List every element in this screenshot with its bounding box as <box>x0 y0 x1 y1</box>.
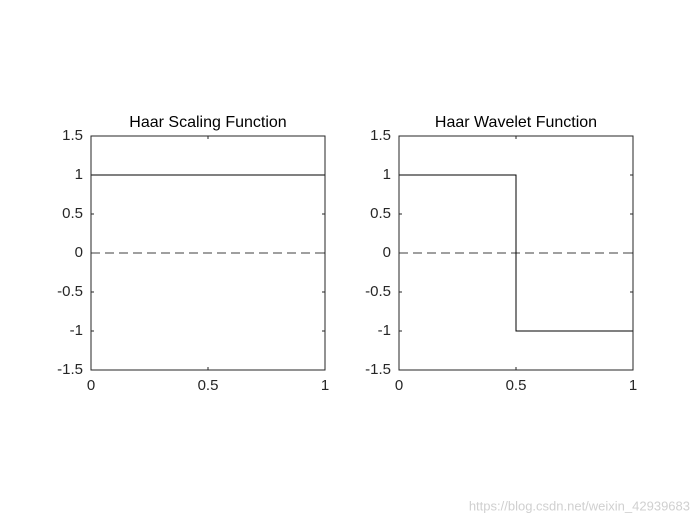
line <box>90 174 325 253</box>
y-tick-label: -0.5 <box>365 283 391 300</box>
y-tick-label: -1 <box>70 322 83 339</box>
x-tick-label: 0 <box>87 377 95 394</box>
y-tick-label: 1 <box>75 166 83 183</box>
x-tick-label: 0.5 <box>198 377 219 394</box>
x-tick-label: 0.5 <box>506 377 527 394</box>
y-tick-label: -1 <box>378 322 391 339</box>
x-tick-label: 1 <box>629 377 637 394</box>
y-tick-label: -1.5 <box>365 361 391 378</box>
x-tick-label: 1 <box>321 377 329 394</box>
y-tick-label: 0 <box>383 244 391 261</box>
chart-title: Haar Wavelet Function <box>435 114 597 131</box>
y-tick-label: 1 <box>383 166 391 183</box>
y-tick-label: -0.5 <box>57 283 83 300</box>
y-tick-label: 0.5 <box>370 205 391 222</box>
y-tick-label: 1.5 <box>370 127 391 144</box>
chart-title: Haar Scaling Function <box>129 114 286 131</box>
y-tick-label: -1.5 <box>57 361 83 378</box>
y-tick-label: 0.5 <box>62 205 83 222</box>
watermark: https://blog.csdn.net/weixin_42939683 <box>469 498 690 513</box>
x-tick-label: 0 <box>395 377 403 394</box>
y-tick-label: 1.5 <box>62 127 83 144</box>
y-tick-label: 0 <box>75 244 83 261</box>
axes-box <box>90 135 326 371</box>
axes-box <box>398 135 634 371</box>
